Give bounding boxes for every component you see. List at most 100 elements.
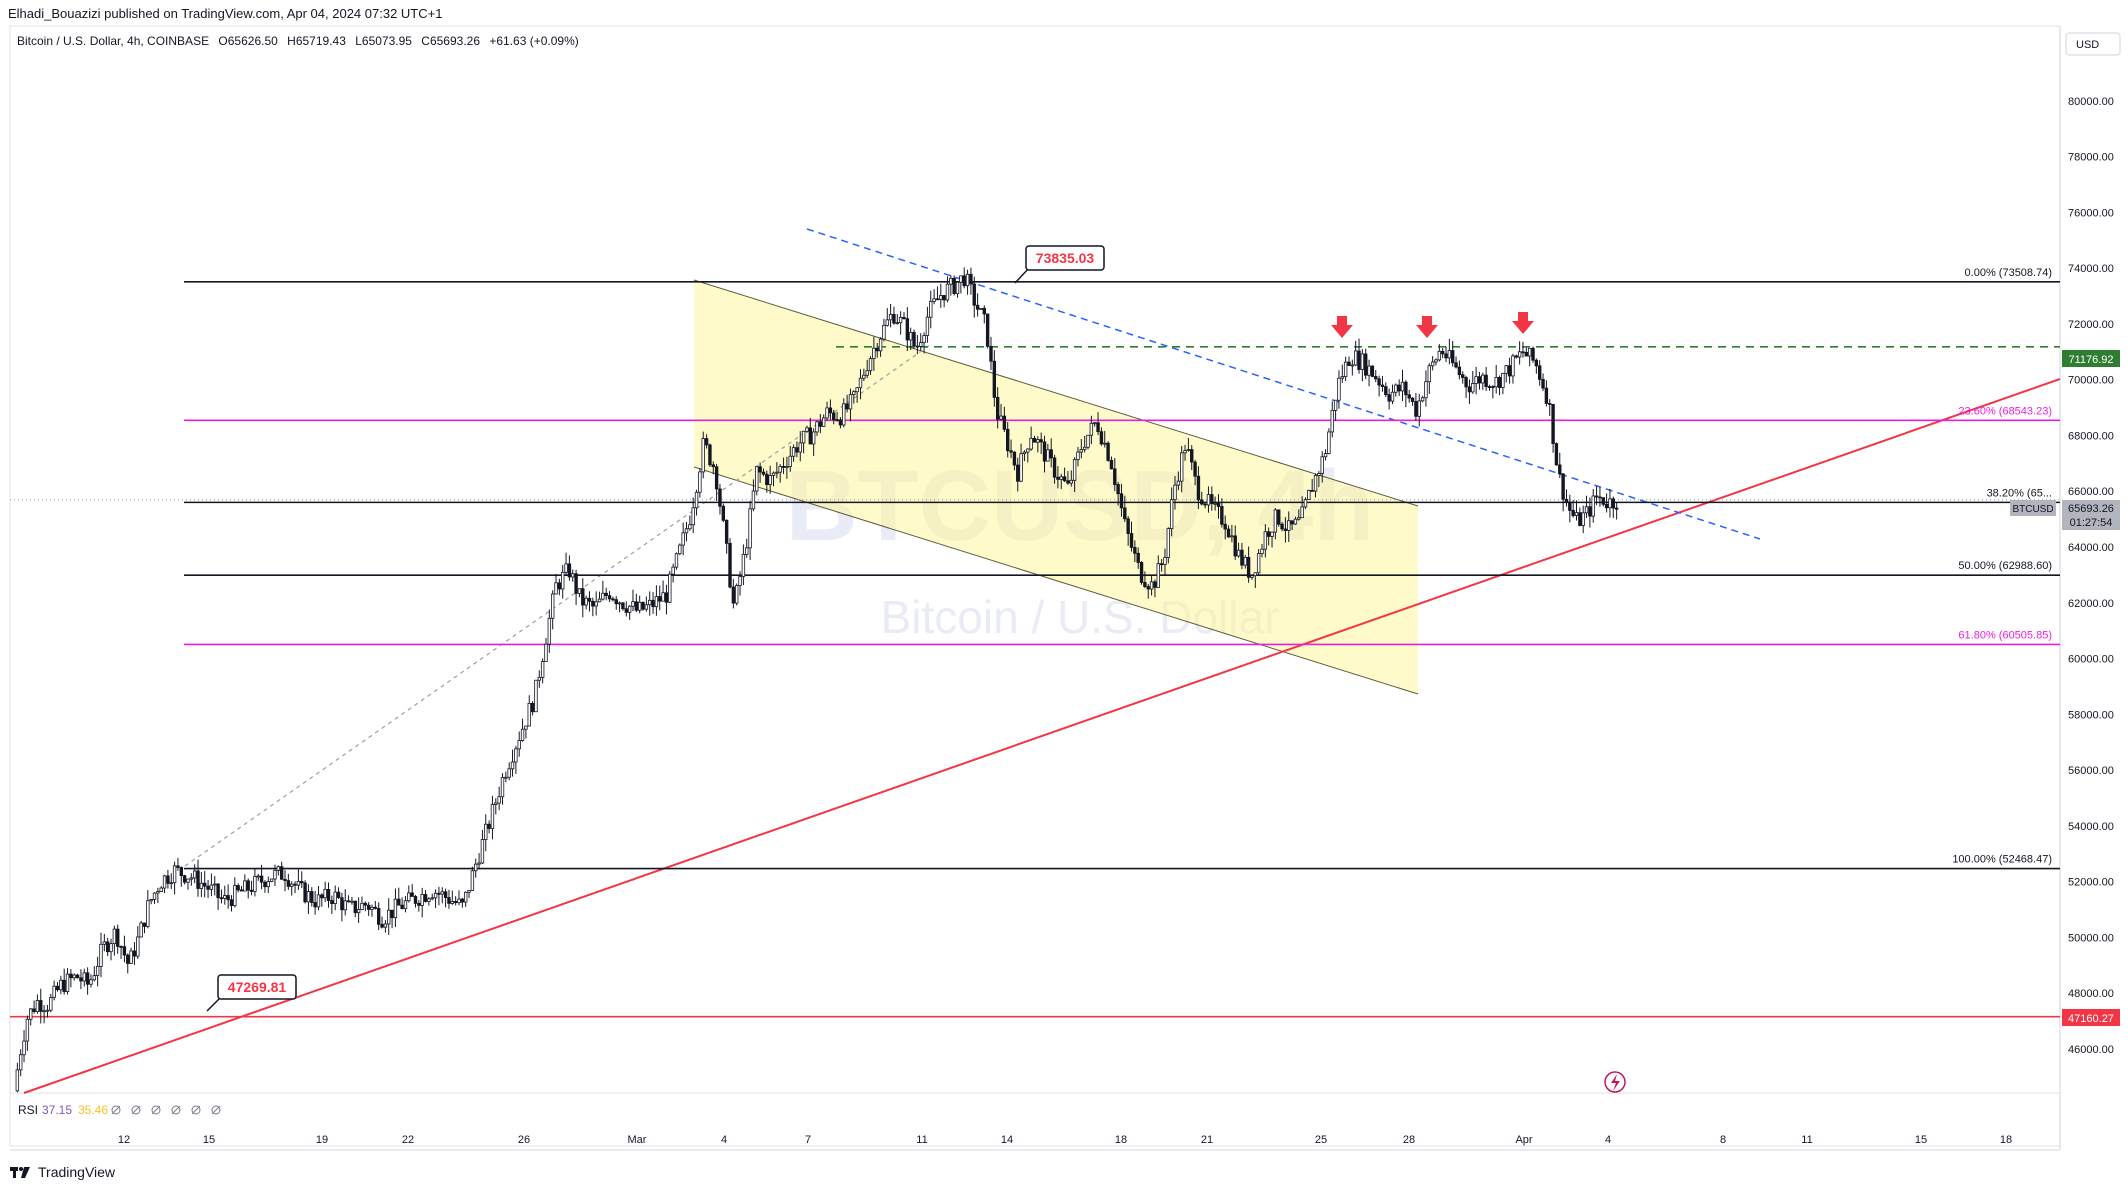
candle-body [975,304,980,310]
candle-body [259,875,264,883]
candle-body [1347,361,1351,366]
currency-button[interactable] [2065,32,2121,56]
candle-body [1277,509,1281,525]
lightning-icon[interactable] [1604,1071,1626,1093]
candle-body [684,528,689,534]
candle-body [1350,364,1355,367]
candle-body [648,599,652,606]
price-tick-label: 76000.00 [2068,207,2114,219]
price-tick-label: 68000.00 [2068,430,2114,442]
time-tick-label: 21 [1201,1134,1213,1146]
candle-body [219,897,224,900]
price-tick-label: 50000.00 [2068,932,2114,944]
low-callout[interactable]: 47269.81 [206,974,297,1012]
red-level-text: 47160.27 [2068,1013,2114,1025]
candle-body [1059,476,1063,480]
candle-body [1477,376,1482,384]
candle-body [1287,520,1291,531]
candle-body [1427,365,1431,383]
candle-body [1434,359,1438,363]
candle-body [109,943,113,953]
time-tick-label: 28 [1403,1134,1415,1146]
candle-body [1153,581,1157,588]
price-axis[interactable]: 46000.00 48000.00 50000.00 52000.00 54000.00… [2068,40,2114,1056]
candle-body [179,867,183,877]
candle-body [1116,484,1120,495]
candle-body [176,865,180,868]
candle-body [146,900,150,927]
candle-body [370,906,374,910]
current-price-text: 65693.26 [2068,503,2114,515]
candle-body [664,592,669,603]
candle-body [1524,352,1529,357]
candle-body [65,973,70,992]
channel-upper-line[interactable] [693,279,1419,507]
candle-body [410,892,414,897]
candle-body [1076,451,1080,461]
candle-body [1317,473,1321,476]
candle-body [1601,497,1605,505]
high-callout[interactable]: 73835.03 [1014,245,1105,284]
candle-body [1558,464,1562,475]
candle-body [1200,499,1204,505]
candle-body [480,839,485,864]
candle-body [1069,479,1073,484]
candle-body [243,880,247,892]
candle-body [661,592,665,602]
candle-body [1029,437,1033,450]
time-tick-label: Apr [1515,1134,1532,1146]
candle-body [1380,384,1385,387]
candle-body [1146,586,1150,590]
rsi-label[interactable]: RSI [18,1103,38,1117]
candle-body [965,273,970,287]
candle-body [1082,446,1087,450]
candle-body [119,946,123,948]
candle-body [587,597,592,602]
time-axis[interactable]: 12 15 19 22 26 Mar 4 7 11 14 18 21 25 28 Apr 4 8 11 15 18 [118,1134,2012,1146]
time-tick-label: 4 [721,1134,727,1146]
time-tick-label: 25 [1315,1134,1327,1146]
candle-body [72,974,76,979]
candle-body [186,878,190,883]
candle-body [263,881,267,888]
rsi-value: 37.15 [42,1103,72,1117]
candle-body [1521,351,1525,354]
candle-body [815,421,819,433]
candle-body [1139,562,1144,583]
fib-level-label: 0.00% (73508.74) [1965,267,2052,279]
candle-body [1163,557,1167,565]
candle-body [1471,383,1475,393]
footer-brand[interactable]: TradingView [10,1164,115,1180]
candle-body [1397,384,1401,392]
symbol-name[interactable]: Bitcoin / U.S. Dollar, 4h, COINBASE [17,34,210,48]
candle-body [484,823,488,840]
arrow-down-icon [1331,316,1353,338]
candle-body [835,419,839,422]
channel-lower-line[interactable] [693,466,1419,695]
candle-body [905,318,910,341]
candle-body [383,923,388,928]
candle-body [52,985,56,998]
candle-body [203,882,207,887]
candle-body [1016,464,1020,482]
fib-level-label: 23.60% (68543.23) [1958,405,2052,417]
candle-body [895,322,899,325]
candle-body [487,823,491,829]
candle-body [942,295,946,301]
candle-body [366,904,371,910]
candle-body [18,1054,23,1071]
candle-body [49,997,53,1011]
candle-body [845,403,849,410]
candle-body [634,601,639,611]
candle-body [1554,443,1559,466]
candle-body [463,891,468,903]
hidden-value-icon [151,1105,161,1115]
candle-body [969,273,973,285]
symbol-legend[interactable]: Bitcoin / U.S. Dollar, 4h, COINBASE O656… [17,34,585,48]
candle-body [574,573,578,594]
candle-body [945,283,950,301]
candle-body [821,417,826,427]
rising-trendline[interactable] [23,378,2061,1094]
candle-body [300,880,304,884]
